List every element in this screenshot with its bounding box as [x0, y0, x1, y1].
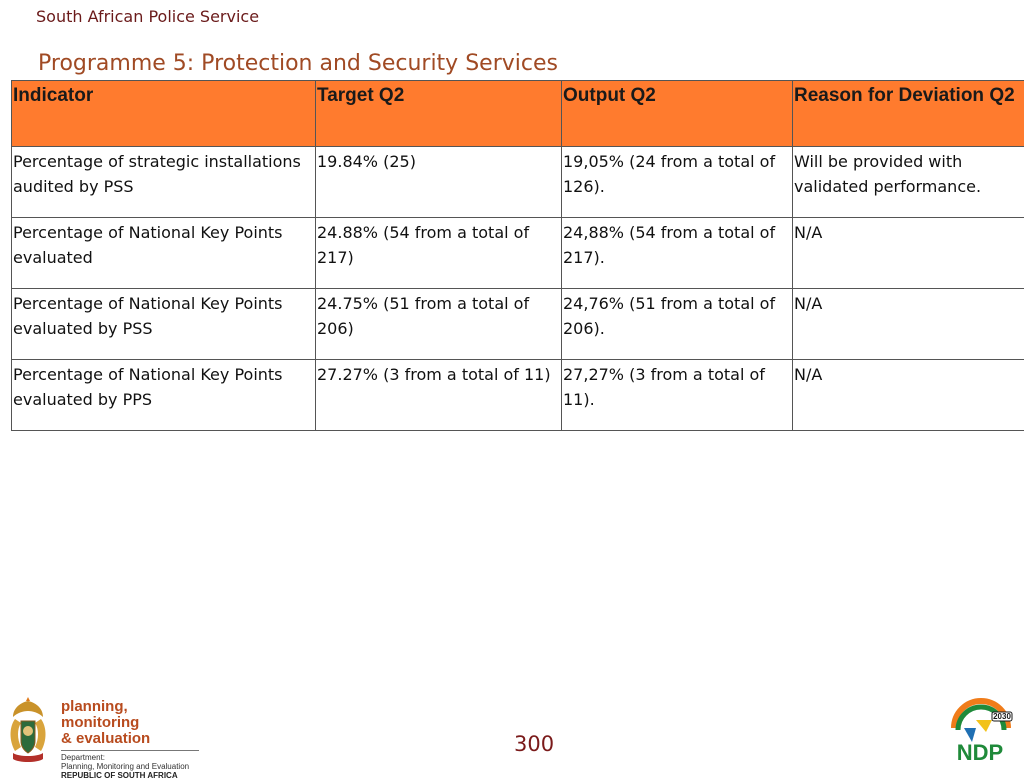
- column-header-output: Output Q2: [562, 81, 793, 147]
- indicator-cell: Percentage of National Key Points evalua…: [12, 218, 316, 289]
- table-row: Percentage of National Key Points evalua…: [12, 289, 1024, 360]
- coat-of-arms-icon: [3, 697, 53, 765]
- svg-text:NDP: NDP: [957, 740, 1003, 764]
- dpme-logo-divider: [61, 750, 199, 751]
- target-cell: 24.88% (54 from a total of 217): [316, 218, 562, 289]
- table-header-row: Indicator Target Q2 Output Q2 Reason for…: [12, 81, 1024, 147]
- indicator-cell: Percentage of National Key Points evalua…: [12, 360, 316, 431]
- indicator-cell: Percentage of National Key Points evalua…: [12, 289, 316, 360]
- ndp-2030-logo-icon: 2030 NDP: [946, 698, 1016, 764]
- dpme-logo-line4: Planning, Monitoring and Evaluation: [61, 762, 203, 771]
- table-row: Percentage of strategic installations au…: [12, 147, 1024, 218]
- column-header-indicator: Indicator: [12, 81, 316, 147]
- programme-title: Programme 5: Protection and Security Ser…: [38, 51, 558, 76]
- reason-cell: N/A: [793, 218, 1024, 289]
- table-row: Percentage of National Key Points evalua…: [12, 360, 1024, 431]
- output-cell: 24,76% (51 from a total of 206).: [562, 289, 793, 360]
- performance-table: Indicator Target Q2 Output Q2 Reason for…: [11, 80, 1024, 431]
- reason-cell: N/A: [793, 289, 1024, 360]
- column-header-target: Target Q2: [316, 81, 562, 147]
- dpme-logo-line5: REPUBLIC OF SOUTH AFRICA: [61, 771, 203, 780]
- dpme-logo-line1: planning, monitoring: [61, 699, 203, 731]
- page-number: 300: [514, 732, 554, 756]
- target-cell: 19.84% (25): [316, 147, 562, 218]
- target-cell: 27.27% (3 from a total of 11): [316, 360, 562, 431]
- reason-cell: N/A: [793, 360, 1024, 431]
- svg-text:2030: 2030: [993, 712, 1011, 721]
- reason-cell: Will be provided with validated performa…: [793, 147, 1024, 218]
- table-row: Percentage of National Key Points evalua…: [12, 218, 1024, 289]
- dpme-logo-line2: & evaluation: [61, 731, 203, 747]
- target-cell: 24.75% (51 from a total of 206): [316, 289, 562, 360]
- output-cell: 24,88% (54 from a total of 217).: [562, 218, 793, 289]
- dpme-logo-line3: Department:: [61, 753, 203, 762]
- indicator-cell: Percentage of strategic installations au…: [12, 147, 316, 218]
- organisation-name: South African Police Service: [36, 7, 259, 26]
- output-cell: 19,05% (24 from a total of 126).: [562, 147, 793, 218]
- output-cell: 27,27% (3 from a total of 11).: [562, 360, 793, 431]
- dpme-logo: planning, monitoring & evaluation Depart…: [3, 697, 203, 765]
- column-header-reason: Reason for Deviation Q2: [793, 81, 1024, 147]
